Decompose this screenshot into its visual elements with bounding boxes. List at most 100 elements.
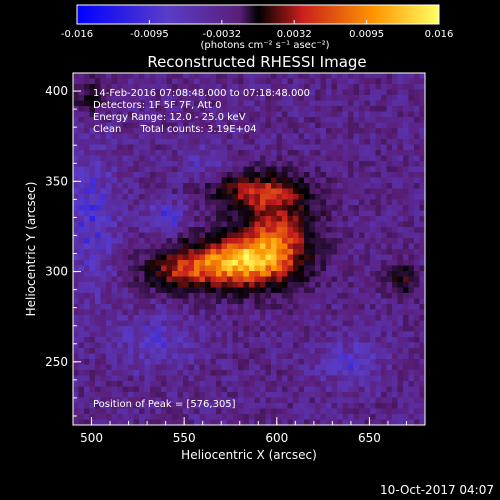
heatmap-pixel (73, 397, 79, 404)
heatmap-pixel (260, 155, 266, 162)
heatmap-pixel (419, 144, 426, 151)
heatmap-pixel (342, 84, 349, 90)
heatmap-pixel (111, 89, 118, 96)
heatmap-pixel (348, 100, 354, 107)
heatmap-pixel (144, 364, 151, 371)
heatmap-pixel (320, 381, 327, 387)
heatmap-pixel (210, 117, 217, 123)
heatmap-pixel (403, 265, 409, 272)
heatmap-pixel (364, 166, 371, 173)
heatmap-pixel (161, 194, 167, 200)
heatmap-pixel (172, 298, 178, 305)
image-title: Reconstructed RHESSI Image (147, 53, 366, 71)
heatmap-pixel (84, 282, 90, 288)
heatmap-pixel (337, 254, 343, 261)
heatmap-pixel (287, 216, 294, 222)
heatmap-pixel (342, 166, 349, 173)
heatmap-pixel (243, 326, 250, 332)
heatmap-pixel (370, 95, 376, 101)
heatmap-pixel (128, 397, 134, 404)
heatmap-pixel (254, 309, 261, 316)
heatmap-pixel (249, 364, 255, 371)
heatmap-pixel (78, 326, 85, 332)
heatmap-pixel (232, 348, 239, 354)
heatmap-pixel (84, 249, 90, 255)
heatmap-pixel (403, 172, 409, 178)
heatmap-pixel (271, 89, 277, 96)
heatmap-pixel (342, 188, 349, 195)
heatmap-pixel (254, 282, 261, 288)
heatmap-pixel (89, 381, 96, 387)
heatmap-pixel (216, 397, 222, 404)
heatmap-pixel (320, 133, 327, 140)
heatmap-pixel (243, 221, 250, 228)
heatmap-pixel (408, 337, 415, 343)
heatmap-pixel (254, 331, 261, 338)
heatmap-pixel (254, 122, 261, 129)
heatmap-pixel (320, 210, 327, 217)
heatmap-pixel (139, 392, 145, 398)
heatmap-pixel (238, 238, 244, 244)
heatmap-pixel (155, 199, 162, 206)
heatmap-pixel (249, 397, 255, 404)
heatmap-pixel (133, 419, 140, 426)
heatmap-pixel (260, 106, 266, 112)
heatmap-pixel (419, 364, 426, 371)
heatmap-pixel (238, 414, 244, 420)
heatmap-pixel (133, 227, 140, 233)
heatmap-pixel (238, 166, 244, 173)
heatmap-pixel (364, 183, 371, 189)
heatmap-pixel (128, 309, 134, 316)
heatmap-pixel (342, 265, 349, 272)
heatmap-pixel (194, 205, 200, 211)
heatmap-pixel (359, 210, 365, 217)
heatmap-pixel (320, 342, 327, 349)
heatmap-pixel (397, 73, 404, 79)
heatmap-pixel (177, 348, 184, 354)
heatmap-pixel (216, 111, 222, 118)
heatmap-pixel (238, 150, 244, 156)
heatmap-pixel (348, 364, 354, 371)
heatmap-pixel (139, 199, 145, 206)
heatmap-pixel (381, 144, 387, 151)
heatmap-pixel (133, 315, 140, 321)
heatmap-pixel (150, 227, 156, 233)
heatmap-pixel (238, 232, 244, 239)
heatmap-pixel (370, 227, 376, 233)
heatmap-pixel (265, 100, 272, 107)
heatmap-pixel (161, 403, 167, 409)
heatmap-pixel (414, 331, 420, 338)
heatmap-pixel (177, 161, 184, 167)
heatmap-pixel (95, 326, 101, 332)
heatmap-pixel (216, 210, 222, 217)
heatmap-pixel (166, 320, 173, 327)
heatmap-pixel (150, 194, 156, 200)
heatmap-pixel (155, 78, 162, 85)
annotation-detectors: Detectors: 1F 5F 7F, Att 0 (93, 100, 221, 111)
heatmap-pixel (183, 205, 189, 211)
heatmap-pixel (331, 89, 338, 96)
heatmap-pixel (84, 177, 90, 184)
heatmap-pixel (139, 117, 145, 123)
heatmap-pixel (397, 188, 404, 195)
heatmap-pixel (419, 194, 426, 200)
heatmap-pixel (282, 342, 288, 349)
heatmap-pixel (287, 221, 294, 228)
heatmap-pixel (265, 260, 272, 266)
heatmap-pixel (155, 254, 162, 261)
heatmap-pixel (144, 276, 151, 283)
heatmap-pixel (403, 139, 409, 145)
heatmap-pixel (276, 315, 283, 321)
heatmap-pixel (419, 282, 426, 288)
heatmap-pixel (342, 337, 349, 343)
heatmap-pixel (320, 78, 327, 85)
heatmap-pixel (227, 188, 233, 195)
heatmap-pixel (271, 249, 277, 255)
heatmap-pixel (364, 315, 371, 321)
heatmap-pixel (100, 419, 107, 426)
heatmap-pixel (150, 348, 156, 354)
heatmap-pixel (144, 243, 151, 250)
heatmap-pixel (106, 84, 112, 90)
heatmap-pixel (397, 144, 404, 151)
heatmap-pixel (122, 326, 129, 332)
